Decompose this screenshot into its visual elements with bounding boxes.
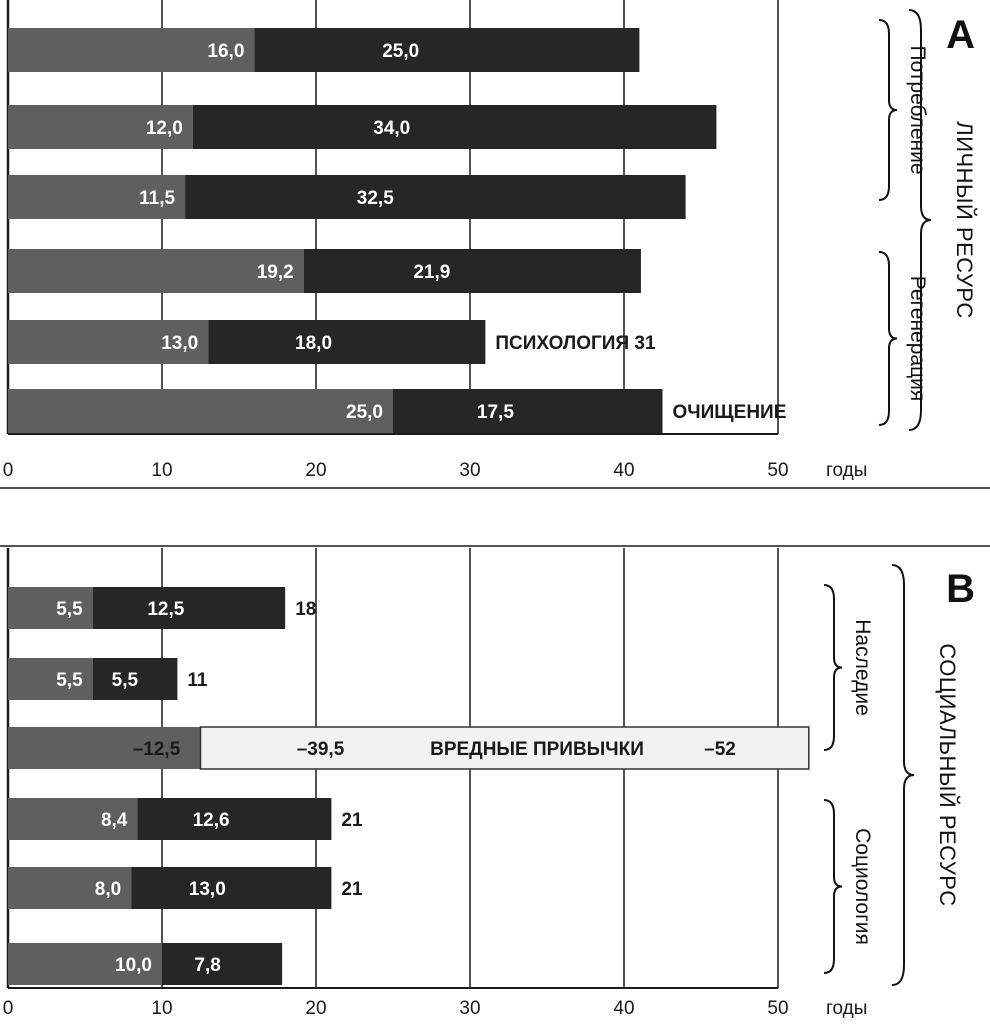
panel-a-x-tick-label: 50 [767,460,788,481]
panel-a-category-label: ОЧИЩЕНИЕ [673,402,787,423]
panel-a-bar-value-label: 25,0 [346,402,383,423]
panel-a-bar-segment-2 [185,175,686,219]
panel-a-bar-segment-1 [8,320,209,364]
panel-b-bar-segment-2 [162,943,283,985]
panel-b-bar-segment-1 [8,943,162,985]
panel-a-bar-value-label: 17,5 [477,402,514,423]
panel-b-bar-value-label: 8,0 [95,879,121,900]
panel-b-bar-segment-1 [8,867,132,909]
panel-b-bar-segment-1 [8,587,93,629]
panel-a-bar-value-label: 34,0 [373,118,410,139]
panel-b-bar-segment-1 [8,798,138,840]
panel-b-x-axis-unit: годы [826,998,867,1019]
panel-b-bar-segment-2 [137,798,332,840]
panel-b-category-label: 11 [187,670,208,691]
panel-b-x-tick-label: 50 [767,998,788,1019]
panel-b-bar-value-label: 5,5 [56,599,83,620]
panel-a-x-tick-label: 40 [613,460,634,481]
panel-a-bar-value-label: 12,0 [146,118,183,139]
panel-b-x-tick-label: 30 [459,998,480,1019]
panel-b-total-label: –52 [704,739,736,760]
panel-a-bar-segment-2 [254,28,640,72]
panel-b-group-brace [823,584,843,751]
panel-b-section-label: СОЦИАЛЬНЫЙ РЕСУРС [935,643,960,906]
panel-a-bar-segment-1 [8,175,186,219]
panel-b-group-label: Наследие [851,619,874,715]
panel-a-x-tick-label: 0 [3,460,14,481]
panel-a-panel-letter: A [946,13,975,57]
panel-b-category-label: 21 [341,879,363,900]
panel-a-bar-segment-2 [393,389,663,433]
panel-a-bar-value-label: 19,2 [257,262,294,283]
panel-b-bar-value-label: 13,0 [189,879,226,900]
panel-b-category-label: 21 [341,810,363,831]
panel-b-x-tick-label: 20 [305,998,326,1019]
panel-a-group-label: Регенерация [906,276,929,401]
panel-a-bar-value-label: 32,5 [357,188,394,209]
panel-a-bar-segment-1 [8,389,393,433]
panel-b-bar-value-label: 12,5 [147,599,184,620]
panel-a-bar-segment-1 [8,28,255,72]
panel-a-group-brace [878,19,898,201]
panel-b-bar-segment-2 [92,658,178,700]
panel-b-group-label: Социология [851,828,874,945]
panel-b-category-label: 18 [295,599,316,620]
panel-a-bar-value-label: 11,5 [139,188,175,209]
panel-a-group-brace [878,251,898,426]
panel-b-bar-segment-1 [8,658,93,700]
panel-b-x-tick-label: 0 [3,998,14,1019]
panel-b-bar-segment-2 [131,867,332,909]
panel-a-x-tick-label: 20 [305,460,326,481]
panel-a-bar-segment-2 [208,320,486,364]
panel-a-section-brace [908,9,932,431]
panel-b-bar-segment-1 [8,727,201,769]
panel-a-bar-segment-2 [192,105,717,149]
panel-a-bar-segment-1 [8,105,193,149]
panel-b-bar-value-label: 5,5 [56,670,83,691]
panel-a-bar-value-label: 16,0 [207,41,244,62]
panel-a-category-label: ПСИХОЛОГИЯ 31 [495,333,656,354]
panel-b-bar-value-label: –39,5 [297,739,345,760]
panel-b-category-label: ВРЕДНЫЕ ПРИВЫЧКИ [430,739,644,760]
panel-a-bar-segment-1 [8,249,304,293]
panel-a-x-axis-unit: годы [826,460,867,481]
panel-b-bar-value-label: 12,6 [193,810,230,831]
panel-a-bar-value-label: 21,9 [413,262,450,283]
panel-b-panel-letter: B [946,567,975,611]
panel-b-x-tick-label: 10 [151,998,172,1019]
panel-b-bar-value-label: 7,8 [194,955,220,976]
panel-a-group-label: Потребление [906,45,929,174]
panel-b-bar-value-label: 8,4 [101,810,128,831]
panel-b-section-brace [891,564,915,986]
panel-a-section-label: ЛИЧНЫЙ РЕСУРС [952,121,977,319]
panel-a-x-tick-label: 30 [459,460,480,481]
panel-a-bar-segment-2 [303,249,641,293]
panel-b-bar-value-label: 10,0 [115,955,152,976]
panel-b-bar-segment-2 [92,587,286,629]
panel-a-bar-value-label: 25,0 [382,41,419,62]
panel-a-bar-value-label: 18,0 [295,333,332,354]
panel-b-bar-value-label: 5,5 [112,670,139,691]
panel-b-bar-value-label: –12,5 [133,739,181,760]
panel-b-x-tick-label: 40 [613,998,634,1019]
panel-b-bar-segment-2 [199,726,810,770]
panel-a-bar-value-label: 13,0 [161,333,198,354]
panel-b-group-brace [823,799,843,974]
panel-a-x-tick-label: 10 [151,460,172,481]
